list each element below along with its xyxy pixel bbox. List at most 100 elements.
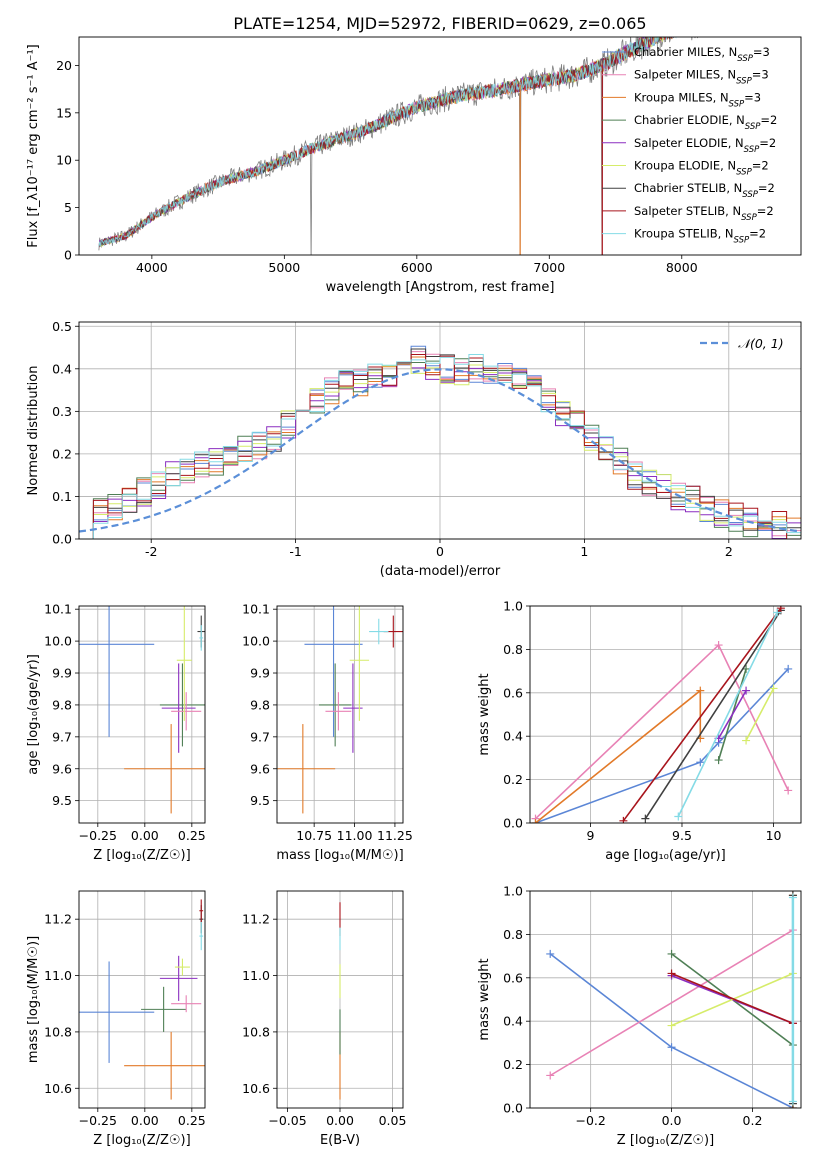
weight-marker [619,816,628,823]
weight-marker [714,756,723,765]
y-tick-label: 10.1 [242,602,270,617]
x-tick-label: 9 [586,828,594,843]
y-tick-label: 11.0 [44,968,72,983]
histogram-legend: 𝒩(0, 1) [700,336,784,351]
weight-marker [784,664,793,673]
x-tick-label: 0.0 [662,1113,682,1128]
weight-line [549,929,794,1077]
weight-marker [788,1097,797,1106]
x-tick-label: 1 [580,544,588,559]
weight-marker [667,969,676,978]
age-vs-metallicity-panel: −0.25 0.00 0.25 9.5 9.6 9.7 9.8 9.9 10.0 10.1 Z [l… [26,602,206,863]
x-tick-label: 11.25 [377,828,413,843]
weight-marker [696,686,705,695]
y-axis-label: Flux [f_λ10⁻¹⁷ erg cm⁻² s⁻¹ A⁻¹] [26,44,41,248]
legend-label: Kroupa ELODIE, NSSP=2 [634,159,769,178]
x-tick-label: 11.00 [337,828,373,843]
weight-marker [674,812,683,821]
x-tick-label: −0.05 [268,1113,306,1128]
y-tick-label: 0.0 [503,1101,523,1116]
weight-marker [742,686,751,695]
y-tick-label: 0 [64,248,72,263]
weight-marker [546,1071,555,1080]
y-tick-label: 9.6 [250,761,270,776]
errorbars [79,899,205,1100]
weight-marker [784,786,793,795]
legend-label: Salpeter STELIB, NSSP=2 [634,204,774,223]
y-tick-label: 20 [56,58,72,73]
weight-line [644,609,782,820]
y-tick-label: 9.9 [250,666,270,681]
y-tick-label: 9.7 [250,729,270,744]
axes-frame [78,321,802,540]
weight-line [745,688,775,741]
spectrum-data-line [98,37,698,255]
y-tick-label: 0.8 [503,927,523,942]
y-tick-label: 10 [56,153,72,168]
weight-line [717,690,747,739]
y-tick-label: 0.4 [52,361,72,376]
x-axis-label: E(B-V) [320,1133,360,1148]
x-tick-label: 8000 [666,260,698,275]
y-axis-label: mass weight [477,673,492,755]
y-tick-label: 10.6 [242,1081,270,1096]
weight-marker [769,684,778,693]
weight-marker [742,736,751,745]
y-axis-label: mass weight [477,958,492,1040]
y-tick-label: 0.4 [503,1014,523,1029]
axes-frame [78,605,206,824]
x-axis-label: age [log₁₀(age/yr)] [605,848,726,863]
mass-weight-vs-age-panel: 9 9.5 10 0.0 0.2 0.4 0.6 0.8 1.0 age [log₁₀(age/y… [477,599,802,863]
x-tick-label: 9.5 [672,828,692,843]
histogram-series [79,354,801,539]
weight-marker [531,819,540,823]
weight-marker [546,949,555,958]
x-tick-label: 0.00 [131,828,159,843]
spectrum-model-line [98,37,677,248]
x-tick-label: 7000 [533,260,565,275]
weight-marker [788,893,797,902]
x-tick-label: 0.05 [379,1113,407,1128]
weight-marker [667,1043,676,1052]
errorbars [79,606,205,814]
weight-line [622,607,782,822]
normal-curve [79,368,801,533]
x-tick-label: −0.2 [575,1113,605,1128]
weight-marker [714,641,723,650]
y-tick-label: 9.9 [52,666,72,681]
legend-label: Chabrier STELIB, NSSP=2 [634,181,775,200]
x-tick-label: −0.25 [79,1113,117,1128]
axes-frame [276,605,404,824]
axes-frame [78,36,802,256]
histogram-series [79,354,801,539]
weight-lines [546,891,797,1108]
legend-label: Salpeter ELODIE, NSSP=2 [634,136,776,155]
x-tick-label: 0.2 [743,1113,763,1128]
y-tick-label: 0.2 [503,772,523,787]
y-tick-label: 0.2 [52,446,72,461]
y-tick-label: 9.8 [52,697,72,712]
y-tick-label: 10.8 [44,1024,72,1039]
x-axis-label: mass [log₁₀(M/M☉)] [276,848,403,863]
y-tick-label: 9.5 [250,793,270,808]
weight-marker [773,608,782,617]
mass-weight-vs-metallicity-panel: −0.2 0.0 0.2 0.0 0.2 0.4 0.6 0.8 1.0 Z [log₁₀(Z/Z… [477,884,802,1148]
spectrum-model-line [98,37,676,248]
x-tick-label: 5000 [268,260,300,275]
y-tick-label: 1.0 [503,599,523,614]
y-tick-label: 10.0 [44,634,72,649]
y-tick-label: 9.5 [52,793,72,808]
x-tick-label: 2 [725,544,733,559]
y-tick-label: 0.4 [503,729,523,744]
y-tick-label: 0.5 [52,319,72,334]
x-axis-label: Z [log₁₀(Z/Z☉)] [617,1133,714,1148]
weight-line [535,668,789,823]
x-tick-label: 0 [436,544,444,559]
y-tick-label: 10.8 [242,1024,270,1039]
axes-frame [276,890,404,1109]
x-tick-label: 0.00 [131,1113,159,1128]
y-tick-label: 11.2 [44,912,72,927]
spectrum-legend: Chabrier MILES, NSSP=3 Salpeter MILES, NS… [602,45,777,246]
weight-line [671,972,794,1027]
weight-marker [696,758,705,767]
